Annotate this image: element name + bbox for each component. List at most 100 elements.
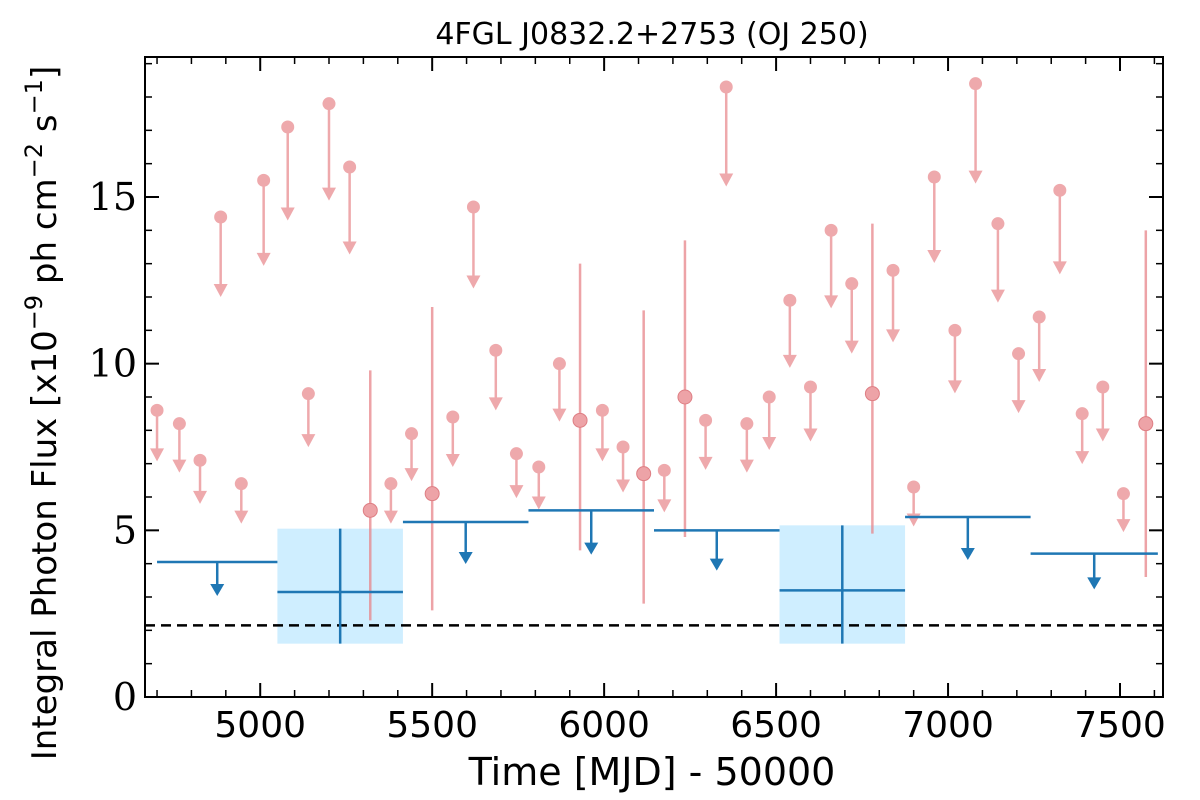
long-bin-detection	[779, 525, 906, 644]
short-bin-upper-limit	[193, 453, 208, 504]
y-axis-label-exp-2: −2	[20, 143, 48, 178]
short-bin-detection	[677, 240, 693, 537]
upper-limit-arrow	[1011, 400, 1026, 414]
short-bin-upper-limit	[445, 410, 460, 467]
short-bin-upper-limit	[844, 277, 859, 354]
short-bin-upper-limit	[234, 477, 249, 524]
upper-limit-marker	[783, 293, 797, 307]
short-bin-upper-limit	[383, 477, 398, 524]
upper-limit-arrow	[531, 496, 546, 510]
detection-marker	[677, 389, 693, 405]
upper-limit-arrow	[886, 329, 901, 343]
short-bin-upper-limit	[719, 80, 734, 187]
upper-limit-arrow	[342, 241, 357, 255]
upper-limit-arrow	[193, 490, 208, 504]
upper-limit-arrow	[803, 428, 818, 442]
short-bin-upper-limit	[1075, 407, 1090, 465]
upper-limit-marker	[446, 410, 460, 424]
detection-marker	[864, 386, 880, 402]
short-bin-upper-limit	[301, 387, 316, 448]
upper-limit-marker	[699, 413, 713, 427]
short-bin-upper-limit	[213, 210, 228, 297]
upper-limit-marker	[803, 380, 817, 394]
long-bin-upper-limit	[528, 509, 654, 555]
upper-limit-arrow	[488, 397, 503, 411]
upper-limit-arrow	[150, 448, 165, 462]
short-bin-detection	[1138, 230, 1154, 577]
upper-limit-arrow	[213, 284, 228, 297]
long-bin-arrow	[960, 548, 975, 560]
y-axis-label-mid-2: s	[25, 114, 65, 143]
short-bin-detection	[572, 263, 588, 551]
upper-limit-marker	[719, 80, 733, 94]
short-bin-detection	[424, 307, 440, 611]
short-bin-upper-limit	[947, 323, 962, 394]
upper-limit-arrow	[719, 173, 734, 187]
short-bin-upper-limit	[172, 417, 187, 473]
upper-limit-arrow	[301, 434, 316, 448]
upper-limit-arrow	[509, 485, 524, 499]
upper-limit-marker	[1096, 380, 1110, 394]
short-bin-upper-limit	[616, 440, 631, 493]
upper-limit-marker	[532, 460, 546, 474]
long-bin-detection	[277, 528, 403, 644]
upper-limit-arrow	[256, 252, 271, 266]
upper-limit-marker	[301, 387, 315, 401]
upper-limit-marker	[489, 343, 503, 357]
y-tick-label: 0	[113, 675, 137, 719]
upper-limit-marker	[948, 323, 962, 337]
upper-limit-marker	[509, 447, 523, 461]
upper-limit-arrow	[947, 380, 962, 394]
short-bin-upper-limit	[404, 427, 419, 482]
upper-limit-marker	[150, 403, 164, 417]
plot-frame	[144, 56, 1164, 698]
short-bin-upper-limit	[1052, 183, 1067, 275]
y-axis-label-end: ]	[25, 66, 65, 79]
long-bin-arrow	[1087, 577, 1102, 590]
upper-limit-arrow	[234, 510, 249, 524]
chart-title: 4FGL J0832.2+2753 (OJ 250)	[435, 17, 868, 52]
long-bin-upper-limit	[905, 515, 1031, 560]
short-bin-upper-limit	[552, 357, 567, 422]
upper-limit-arrow	[616, 479, 631, 493]
upper-limit-marker	[824, 223, 838, 237]
short-bin-upper-limit	[150, 403, 165, 462]
short-bin-upper-limit	[927, 170, 942, 263]
upper-limit-arrow	[466, 275, 481, 289]
detection-marker	[362, 502, 378, 518]
y-axis-label-mid: ph cm	[25, 178, 65, 295]
short-bin-upper-limit	[906, 480, 921, 527]
x-tick-label: 7000	[902, 705, 994, 746]
upper-limit-arrow	[1052, 261, 1067, 275]
y-axis-label-main: Integral Photon Flux [x10	[25, 330, 65, 760]
upper-limit-marker	[1053, 183, 1067, 197]
short-bin-upper-limit	[886, 263, 901, 343]
short-bin-upper-limit	[1095, 380, 1110, 442]
upper-limit-marker	[991, 217, 1005, 231]
detection-marker	[1138, 416, 1154, 432]
upper-limit-arrow	[824, 295, 839, 309]
upper-limit-marker	[234, 477, 248, 491]
short-bin-upper-limit	[803, 380, 818, 442]
long-bin-arrow	[458, 552, 473, 564]
long-bin-upper-limit	[1030, 552, 1158, 590]
short-bin-upper-limit	[509, 447, 524, 499]
short-bin-upper-limit	[1032, 310, 1047, 382]
upper-limit-arrow	[927, 250, 942, 263]
upper-limit-marker	[886, 263, 900, 277]
y-tick-label: 10	[89, 342, 137, 386]
short-bin-upper-limit	[321, 97, 336, 201]
x-axis-label: Time [MJD] - 50000	[468, 750, 836, 794]
long-bin-upper-limit	[402, 520, 529, 564]
upper-limit-marker	[845, 277, 859, 291]
upper-limit-marker	[1075, 407, 1089, 421]
detection-marker	[424, 486, 440, 502]
upper-limit-arrow	[698, 456, 713, 470]
short-bin-detection	[362, 370, 378, 621]
upper-limit-marker	[1116, 487, 1130, 501]
y-axis-label: Integral Photon Flux [x10−9 ph cm−2 s−1]	[20, 66, 65, 760]
y-axis-label-exp-1: −9	[20, 295, 48, 330]
upper-limit-marker	[1012, 347, 1026, 361]
upper-limit-arrow	[172, 459, 187, 473]
upper-limit-arrow	[445, 454, 460, 467]
